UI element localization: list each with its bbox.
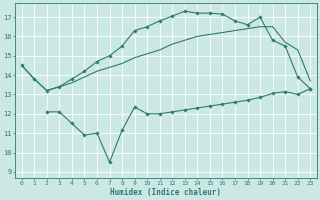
X-axis label: Humidex (Indice chaleur): Humidex (Indice chaleur) [110,188,221,197]
